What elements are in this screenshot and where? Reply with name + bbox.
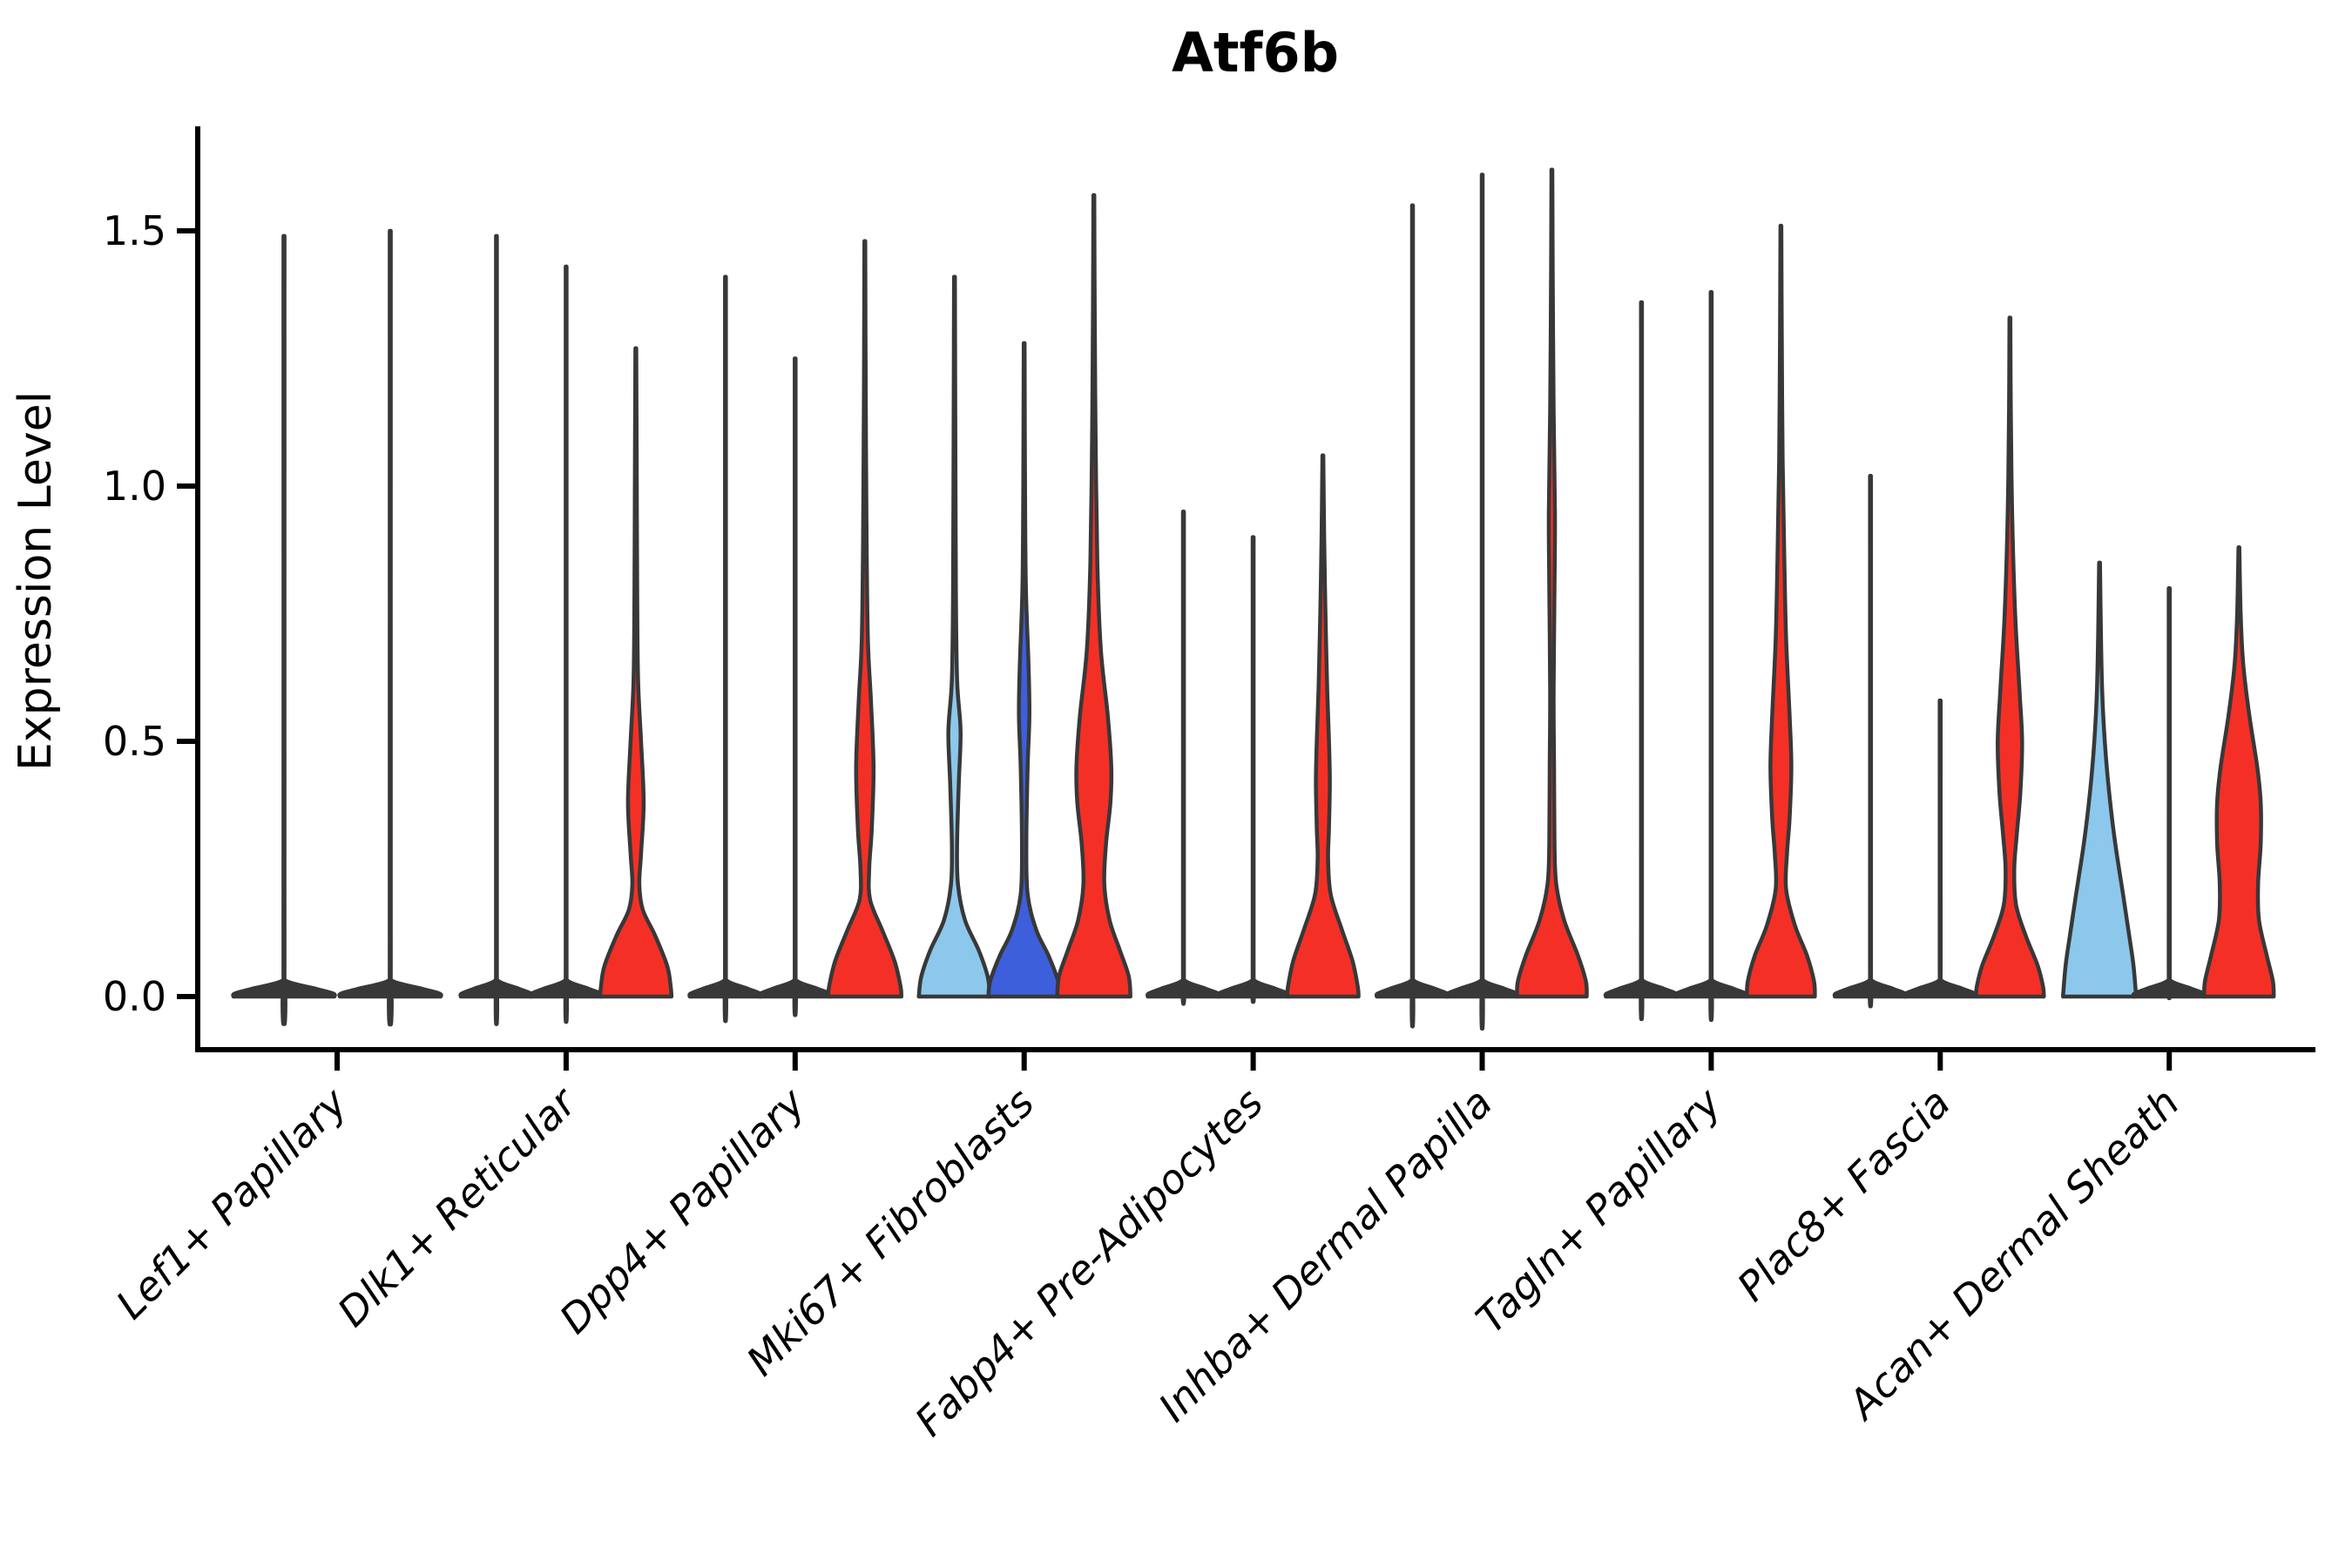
- violin-thin: [2131, 585, 2207, 1000]
- x-tick-label: Plac8+ Fascia: [1728, 1079, 1959, 1310]
- violin-red: [1055, 193, 1132, 999]
- x-tick-label: Lef1+ Papillary: [107, 1078, 356, 1328]
- violin-thin: [1374, 203, 1451, 1029]
- violin-red: [598, 346, 674, 999]
- violin-thin: [1673, 290, 1749, 1023]
- y-tick-label: 1.5: [103, 207, 166, 254]
- violin-red: [2201, 545, 2276, 999]
- violin-red: [1974, 315, 2046, 999]
- violin-thin: [1902, 698, 1978, 999]
- violin-thin: [687, 274, 764, 1024]
- violin-thin: [231, 233, 337, 1026]
- violin-red: [1285, 453, 1361, 999]
- x-tick-label: Dpp4+ Papillary: [551, 1078, 814, 1342]
- violin-red: [826, 239, 904, 999]
- y-tick-label: 1.0: [103, 463, 166, 510]
- violin-thin: [1832, 474, 1909, 1009]
- violin-thin: [1215, 535, 1292, 1004]
- y-axis-label: Expression Level: [10, 391, 62, 771]
- violin-red: [1515, 167, 1589, 999]
- y-tick-label: 0.0: [103, 973, 166, 1020]
- violin-thin: [757, 356, 834, 1017]
- violin-light_blue: [2060, 560, 2139, 999]
- x-tick-label: Tagln+ Papillary: [1467, 1078, 1731, 1342]
- violin-thin: [528, 264, 605, 1024]
- violin-thin: [1146, 510, 1222, 1006]
- violin-thin: [1603, 300, 1680, 1022]
- plot-title: Atf6b: [1172, 21, 1339, 84]
- violin-red: [1745, 223, 1817, 999]
- violin-thin: [337, 228, 443, 1027]
- violins-layer: [231, 167, 2276, 1031]
- violin-dark_blue: [986, 341, 1062, 999]
- violin-thin: [458, 233, 535, 1026]
- x-tick-label: Dlk1+ Reticular: [328, 1077, 587, 1335]
- y-tick-label: 0.5: [103, 718, 166, 765]
- violin-light_blue: [916, 274, 992, 999]
- violin-thin: [1443, 172, 1521, 1031]
